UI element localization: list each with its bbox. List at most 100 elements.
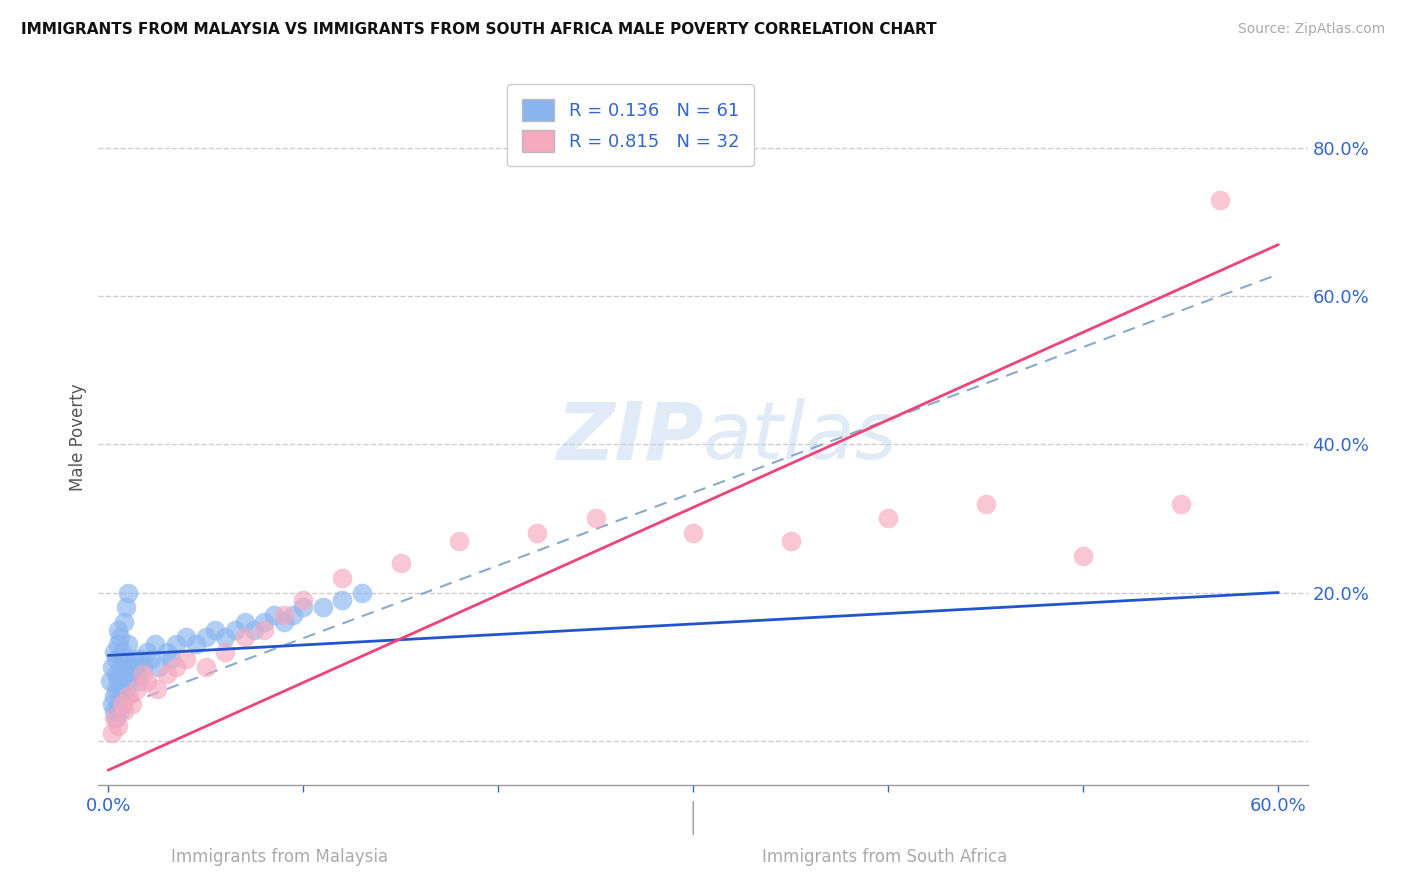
Point [117,637,139,651]
Point [974,497,997,511]
Point [117,674,139,689]
Point [111,667,134,681]
Point [107,674,129,689]
Point [526,526,548,541]
Point [194,659,217,673]
Point [174,630,197,644]
Point [124,659,146,673]
Point [253,615,276,629]
Point [114,681,136,696]
Point [103,711,125,725]
Point [107,719,129,733]
Point [108,630,131,644]
Point [112,689,135,703]
Point [159,652,181,666]
Point [132,667,155,681]
Point [98,674,121,689]
Point [1170,497,1192,511]
Point [165,637,187,651]
Point [312,600,335,615]
Point [283,607,305,622]
Point [214,630,236,644]
Point [263,607,285,622]
Point [104,652,127,666]
Point [104,681,127,696]
Text: atlas: atlas [703,398,898,476]
Point [156,667,179,681]
Point [330,571,353,585]
Point [184,637,207,651]
Point [682,526,704,541]
Point [117,689,139,703]
Point [103,689,125,703]
Point [214,645,236,659]
Point [292,600,315,615]
Point [127,667,149,681]
Point [779,533,801,548]
Point [103,704,125,718]
Legend: R = 0.136   N = 61, R = 0.815   N = 32: R = 0.136 N = 61, R = 0.815 N = 32 [508,85,754,166]
Point [101,726,124,740]
Text: IMMIGRANTS FROM MALAYSIA VS IMMIGRANTS FROM SOUTH AFRICA MALE POVERTY CORRELATIO: IMMIGRANTS FROM MALAYSIA VS IMMIGRANTS F… [21,22,936,37]
Point [121,659,143,673]
Point [146,681,169,696]
Point [131,652,153,666]
Point [104,667,127,681]
Point [132,659,155,673]
Point [449,533,471,548]
Point [273,607,295,622]
Point [224,623,246,637]
Point [107,637,129,651]
Point [101,659,124,673]
Point [114,600,136,615]
Text: ZIP: ZIP [555,398,703,476]
Point [117,585,139,599]
Point [243,623,266,637]
Point [194,630,217,644]
Y-axis label: Male Poverty: Male Poverty [69,384,87,491]
Point [136,645,159,659]
Point [107,697,129,711]
Point [122,652,145,666]
Point [292,593,315,607]
Point [107,623,129,637]
Point [1071,549,1094,563]
Text: Immigrants from Malaysia: Immigrants from Malaysia [172,847,388,865]
Point [108,704,131,718]
Point [108,681,131,696]
Point [108,659,131,673]
Point [111,645,134,659]
Point [204,623,226,637]
Point [114,652,136,666]
Point [112,615,135,629]
Point [101,697,124,711]
Point [877,511,900,525]
Point [103,645,125,659]
Point [156,645,179,659]
Point [1209,193,1232,207]
Point [148,659,170,673]
Point [389,556,412,570]
Text: Immigrants from South Africa: Immigrants from South Africa [762,847,1007,865]
Point [112,704,135,718]
Point [174,652,197,666]
Point [253,623,276,637]
Point [165,659,187,673]
Point [139,652,162,666]
Point [112,659,135,673]
Text: Source: ZipAtlas.com: Source: ZipAtlas.com [1237,22,1385,37]
Point [233,615,256,629]
Point [121,697,143,711]
Point [111,697,134,711]
Point [273,615,295,629]
Point [111,697,134,711]
Point [136,674,159,689]
Point [104,711,127,725]
Point [127,681,149,696]
Point [143,637,166,651]
Point [233,630,256,644]
Point [330,593,353,607]
Point [128,674,150,689]
Point [585,511,607,525]
Point [118,667,141,681]
